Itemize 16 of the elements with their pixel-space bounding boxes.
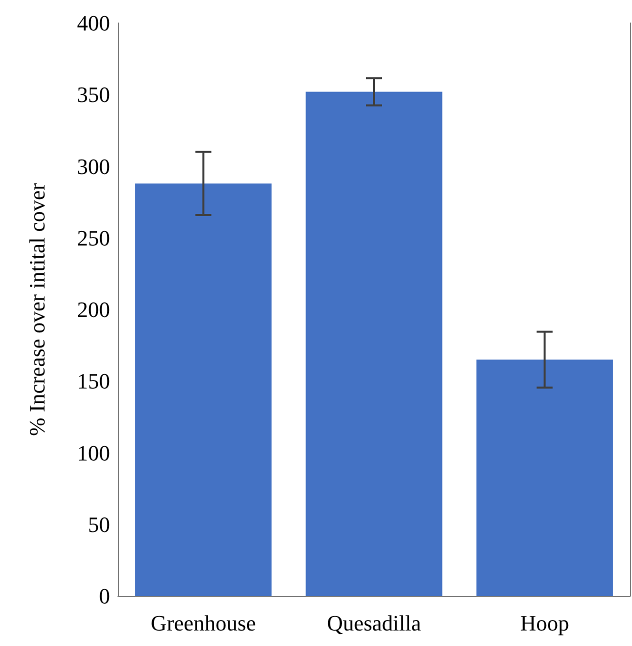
y-tick-label: 50 [88, 512, 110, 537]
y-tick-label: 100 [77, 440, 110, 466]
y-tick-label: 200 [77, 297, 110, 322]
bar [476, 360, 613, 596]
y-tick-label: 150 [77, 368, 110, 394]
x-tick-label: Quesadilla [326, 610, 422, 636]
y-tick-label: 250 [77, 225, 110, 250]
bar [135, 183, 272, 596]
y-tick-label: 300 [77, 154, 110, 179]
y-axis-title: % Increase over intital cover [24, 182, 50, 436]
y-tick-label: 350 [77, 82, 110, 108]
x-tick-label: Hoop [520, 610, 570, 636]
y-tick-label: 0 [99, 584, 110, 608]
y-tick-label: 400 [77, 10, 110, 36]
x-tick-label: Greenhouse [150, 610, 256, 636]
bar [306, 92, 442, 596]
